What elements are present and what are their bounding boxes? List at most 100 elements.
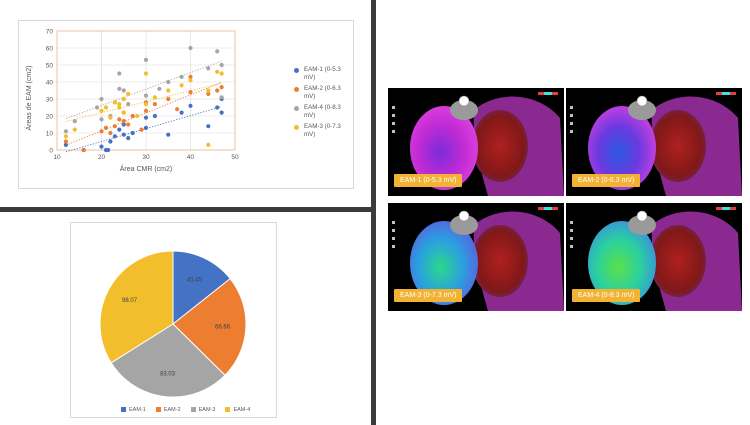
x-tick-label: 30 bbox=[142, 154, 150, 161]
scatter-point bbox=[63, 129, 68, 134]
scatter-point bbox=[99, 117, 104, 122]
scatter-point bbox=[112, 100, 117, 105]
pie-data-label: 66.66 bbox=[215, 325, 231, 331]
pie-slice-eam-4 bbox=[99, 250, 174, 364]
scatter-point bbox=[121, 96, 126, 102]
scatter-point bbox=[112, 134, 117, 139]
scatter-point bbox=[108, 139, 113, 144]
scatter-point bbox=[108, 130, 113, 136]
legend-marker bbox=[294, 67, 299, 73]
y-tick-label: 60 bbox=[46, 45, 54, 52]
toolbar-icon bbox=[570, 237, 573, 240]
toolbar-icon bbox=[570, 106, 573, 109]
x-tick-label: 40 bbox=[187, 154, 195, 161]
scatter-point bbox=[121, 122, 126, 127]
legend-label: EAM-1 (0-5.3 mV) bbox=[304, 66, 341, 81]
vertical-divider bbox=[371, 0, 376, 425]
scatter-point bbox=[157, 86, 162, 91]
heart-chamber-left bbox=[410, 106, 478, 190]
scatter-point bbox=[99, 96, 104, 102]
scatter-point bbox=[188, 90, 193, 95]
scatter-chart-panel: 0 10 20 30 40 50 60 70 10 20 30 40 50 Área CMR (cm2)… bbox=[18, 20, 354, 189]
pie-legend-item: EAM-2 bbox=[155, 407, 181, 413]
trendline-series-2 bbox=[65, 81, 222, 146]
legend-label: EAM-3 (0-7.3 mV) bbox=[304, 123, 341, 138]
scatter-point bbox=[63, 142, 68, 147]
scatter-point bbox=[117, 117, 122, 122]
eam-map-label: EAM-3 (0-7.3 mV) bbox=[394, 289, 463, 302]
legend-item: EAM-3 (0-7.3 mV) bbox=[294, 123, 341, 139]
legend-item: EAM-1 (0-5.3 mV) bbox=[294, 66, 341, 82]
scatter-point bbox=[143, 71, 149, 76]
x-tick-label: 10 bbox=[53, 154, 61, 161]
heart-chamber-right bbox=[472, 225, 528, 297]
scatter-point bbox=[126, 136, 131, 141]
eam-map-label: EAM-2 (0-6.3 mV) bbox=[572, 174, 641, 187]
pie-legend-item: EAM-3 bbox=[190, 407, 216, 413]
pie-legend-swatch bbox=[225, 407, 231, 413]
scatter-point bbox=[81, 147, 86, 153]
x-axis-label: Área CMR (cm2) bbox=[120, 164, 173, 173]
scatter-point bbox=[99, 144, 104, 149]
eam-map-image-3: EAM-3 (0-7.3 mV) bbox=[388, 203, 564, 311]
pie-slice-eam-3 bbox=[110, 323, 226, 398]
y-tick-label: 10 bbox=[46, 130, 54, 137]
y-tick-label: 0 bbox=[49, 147, 53, 154]
toolbar-icon bbox=[392, 237, 395, 240]
pie-legend-swatch bbox=[190, 407, 196, 413]
scatter-point bbox=[135, 113, 140, 119]
pie-legend-item: EAM-1 bbox=[121, 407, 146, 413]
pie-legend-label: EAM-4 bbox=[233, 407, 251, 413]
scatter-point bbox=[106, 147, 111, 153]
pie-legend-label: EAM-2 bbox=[163, 407, 181, 413]
toolbar-icon bbox=[392, 221, 395, 224]
pie-legend-label: EAM-1 bbox=[129, 407, 146, 413]
pie-chart: 41.45 66.66 83.03 98.07 bbox=[99, 250, 247, 398]
scatter-point bbox=[126, 122, 131, 127]
scatter-point bbox=[103, 125, 109, 130]
x-tick-label: 50 bbox=[231, 154, 239, 161]
scatter-point bbox=[72, 127, 77, 132]
pie-data-label: 83.03 bbox=[160, 371, 176, 377]
scatter-point bbox=[63, 139, 68, 144]
scatter-point bbox=[117, 71, 122, 76]
scatter-point bbox=[117, 102, 122, 107]
toolbar-icon bbox=[392, 114, 395, 117]
scatter-point bbox=[206, 91, 211, 96]
scatter-point bbox=[130, 113, 135, 119]
scatter-point bbox=[126, 102, 131, 107]
pie-slice-eam-2 bbox=[172, 277, 247, 376]
pie-legend-label: EAM-3 bbox=[198, 407, 216, 413]
heart-chamber-right bbox=[472, 110, 528, 182]
heart-chamber-left bbox=[588, 106, 656, 190]
orientation-icon bbox=[458, 95, 470, 107]
y-axis-label: Áreas de EAM (cm2) bbox=[24, 66, 33, 131]
scatter-point bbox=[179, 110, 184, 115]
legend-label: EAM-2 (0-6.3 mV) bbox=[304, 85, 341, 100]
toolbar-icon bbox=[392, 106, 395, 109]
scatter-point bbox=[175, 107, 180, 112]
scatter-point bbox=[179, 83, 184, 88]
heart-chamber-right bbox=[650, 225, 706, 297]
scatter-point bbox=[143, 115, 149, 120]
scatter-point bbox=[166, 96, 171, 102]
pie-data-label: 98.07 bbox=[122, 298, 138, 304]
eam-map-image-4: EAM-4 (0-8.3 mV) bbox=[566, 203, 742, 311]
pie-chart-panel: 41.45 66.66 83.03 98.07 EAM-1 EAM-2 EAM-3 EAM-… bbox=[70, 222, 277, 418]
heart-chamber-right bbox=[650, 110, 706, 182]
scatter-point bbox=[121, 119, 126, 124]
trendline-series-1 bbox=[65, 106, 222, 153]
toolbar-icon bbox=[392, 122, 395, 125]
scatter-point bbox=[219, 62, 224, 68]
scatter-point bbox=[143, 57, 149, 63]
scatter-point bbox=[215, 88, 220, 93]
x-tick-label: 20 bbox=[98, 154, 106, 161]
legend-item: EAM-4 (0-8.3 mV) bbox=[294, 104, 341, 120]
orientation-icon bbox=[636, 210, 648, 222]
color-scale-icon bbox=[722, 207, 730, 210]
scatter-point bbox=[130, 130, 135, 136]
toolbar-icon bbox=[570, 122, 573, 125]
y-tick-label: 70 bbox=[46, 28, 54, 35]
heart-chamber-left bbox=[410, 221, 478, 305]
